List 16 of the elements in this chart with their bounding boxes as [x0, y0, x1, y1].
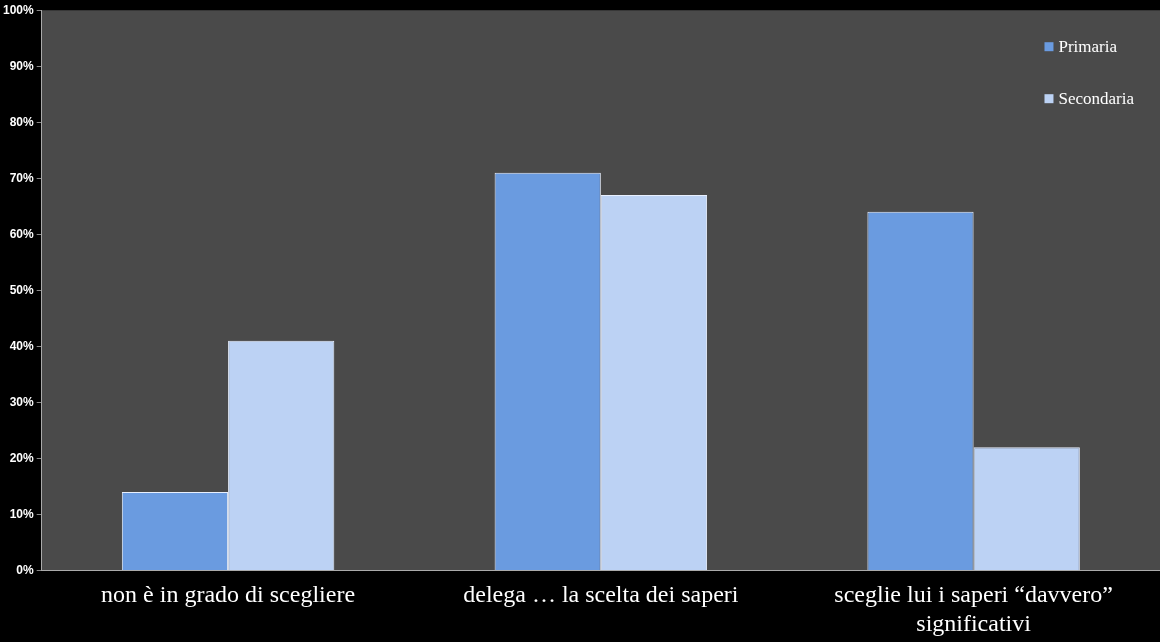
- y-tick-label: 10%: [9, 506, 35, 521]
- legend-label: Primaria: [1058, 36, 1118, 56]
- y-tick-label: 100%: [2, 2, 35, 17]
- x-tick-label: non è in grado di scegliere: [101, 581, 356, 608]
- y-tick-label: 80%: [9, 114, 35, 129]
- y-tick-label: 30%: [9, 394, 35, 409]
- y-tick-label: 60%: [9, 226, 35, 241]
- y-tick-label: 0%: [16, 562, 35, 577]
- legend-label: Secondaria: [1058, 88, 1135, 108]
- y-tick-label: 20%: [9, 450, 35, 465]
- y-tick-label: 40%: [9, 338, 35, 353]
- y-tick-label: 90%: [9, 58, 35, 73]
- x-tick-label: sceglie lui i saperi “davvero” significativi: [834, 581, 1113, 636]
- y-tick-label: 70%: [9, 170, 35, 185]
- x-tick-label: delega … la scelta dei saperi: [463, 581, 739, 608]
- y-tick-label: 50%: [9, 282, 35, 297]
